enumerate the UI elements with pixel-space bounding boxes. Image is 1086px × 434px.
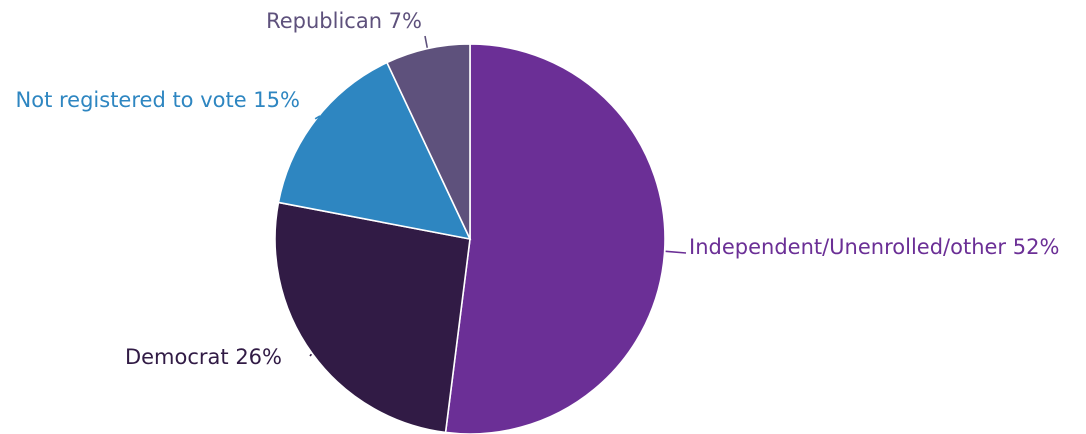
pie-slices (274, 43, 666, 434)
slice-democrat (274, 201, 471, 434)
label-leader-lines (309, 35, 687, 357)
slice-democrat-leader-line (309, 353, 313, 357)
slice-label-republican: Republican 7% (266, 9, 422, 33)
slice-republican (385, 43, 471, 240)
slice-label-democrat: Democrat 26% (125, 345, 282, 369)
slice-label-independent: Independent/Unenrolled/other 52% (689, 235, 1059, 259)
slice-independent-leader-line (665, 250, 687, 254)
slice-not-registered (277, 61, 472, 241)
slice-independent (444, 43, 666, 434)
slice-labels: Independent/Unenrolled/other 52% Democra… (16, 9, 1060, 369)
slice-not-registered-leader-line (314, 115, 321, 120)
slice-label-not-registered: Not registered to vote 15% (16, 88, 300, 112)
slice-republican-leader-line (424, 35, 429, 48)
